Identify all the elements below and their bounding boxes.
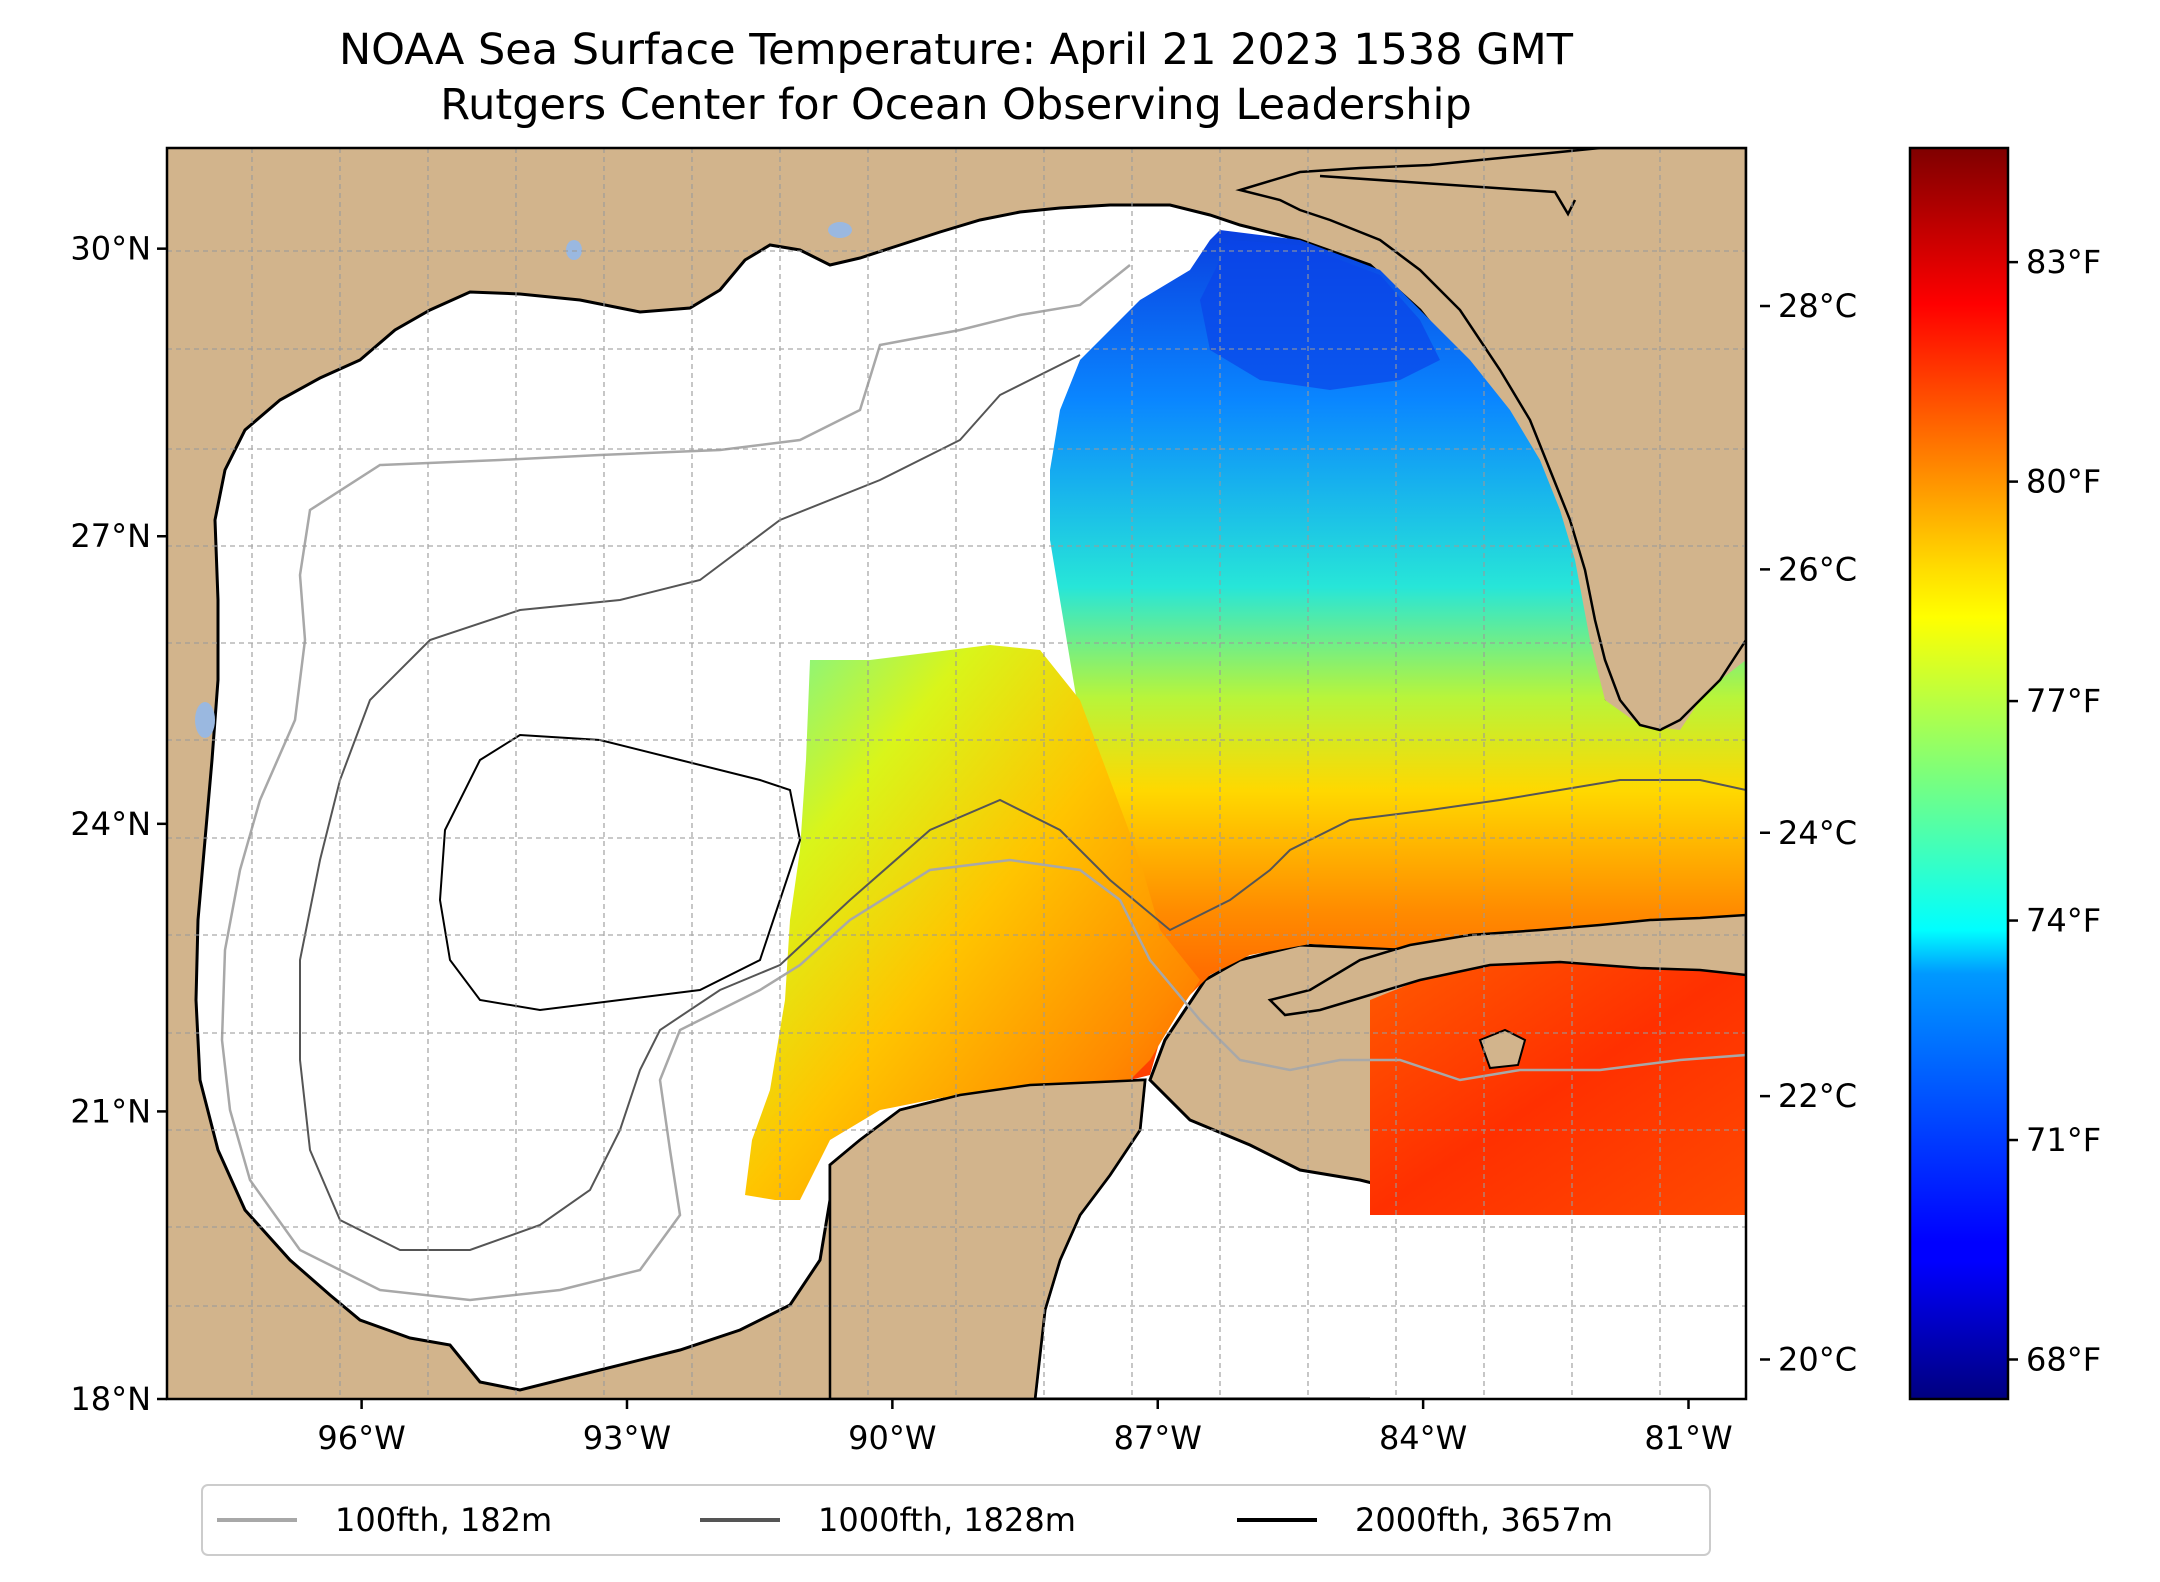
sst-east-swath: [1050, 230, 1746, 1080]
florida-peninsula: [1235, 148, 1746, 732]
chart-title-line-1: NOAA Sea Surface Temperature: April 21 2…: [339, 25, 1574, 75]
lon-tick-label: 93°W: [583, 1419, 671, 1457]
longitude-axis: 96°W 93°W 90°W 87°W 84°W 81°W: [317, 1399, 1733, 1457]
celsius-tick-label: 24°C: [1778, 814, 1857, 852]
lat-tick-label: 21°N: [70, 1092, 151, 1130]
yucatan-peninsula: [828, 1078, 1147, 1399]
cuba-landmass: [1267, 913, 1746, 1017]
lat-tick-label: 24°N: [70, 805, 151, 843]
fahrenheit-tick-label: 80°F: [2026, 463, 2101, 501]
lon-tick-label: 90°W: [848, 1419, 936, 1457]
legend-label-2000fth: 2000fth, 3657m: [1355, 1501, 1613, 1539]
lon-tick-label: 81°W: [1644, 1419, 1732, 1457]
lon-tick-label: 84°W: [1379, 1419, 1467, 1457]
lake-louisiana-1: [828, 222, 852, 238]
depth-legend: 100fth, 182m 1000fth, 1828m 2000fth, 365…: [201, 1484, 1711, 1556]
latitude-axis: 30°N 27°N 24°N 21°N 18°N: [70, 230, 167, 1418]
lake-texas-1: [195, 702, 215, 738]
fahrenheit-tick-label: 77°F: [2026, 682, 2101, 720]
sst-west-swath: [745, 645, 1200, 1200]
legend-label-100fth: 100fth, 182m: [335, 1501, 552, 1539]
contour-2000fth: [438, 733, 802, 1012]
caribbean-no-data-band: [1370, 1215, 1746, 1399]
fahrenheit-tick-label: 68°F: [2026, 1340, 2101, 1378]
legend-label-1000fth: 1000fth, 1828m: [818, 1501, 1076, 1539]
colorbar-axes: 20°C 22°C 24°C 26°C 28°C 68°F 71°F 74°F 77°F 80°F…: [1760, 243, 2101, 1378]
celsius-tick-label: 26°C: [1778, 550, 1857, 588]
chart-title-line-2: Rutgers Center for Ocean Observing Leade…: [440, 80, 1472, 130]
lat-tick-label: 18°N: [70, 1380, 151, 1418]
fahrenheit-tick-label: 83°F: [2026, 243, 2101, 281]
lon-tick-label: 87°W: [1114, 1419, 1202, 1457]
contour-100fth: [220, 264, 1746, 1302]
map-panel: [167, 148, 1746, 1399]
lon-tick-label: 96°W: [317, 1419, 405, 1457]
celsius-tick-label: 22°C: [1778, 1077, 1857, 1115]
sst-caribbean-swath: [1370, 962, 1746, 1215]
celsius-tick-label: 20°C: [1778, 1340, 1857, 1378]
colorbar-gradient: [1908, 146, 2010, 1401]
lat-tick-label: 30°N: [70, 230, 151, 268]
fahrenheit-tick-label: 74°F: [2026, 902, 2101, 940]
map-gridlines: [167, 148, 1746, 1399]
fahrenheit-tick-label: 71°F: [2026, 1121, 2101, 1159]
legend-frame: [201, 1484, 1711, 1556]
isle-of-youth: [1478, 1028, 1527, 1070]
sst-east-deepblue: [1200, 240, 1440, 390]
lat-tick-label: 27°N: [70, 517, 151, 555]
map-frame: [165, 146, 1748, 1401]
lake-louisiana-2: [566, 240, 582, 260]
celsius-tick-label: 28°C: [1778, 287, 1857, 325]
